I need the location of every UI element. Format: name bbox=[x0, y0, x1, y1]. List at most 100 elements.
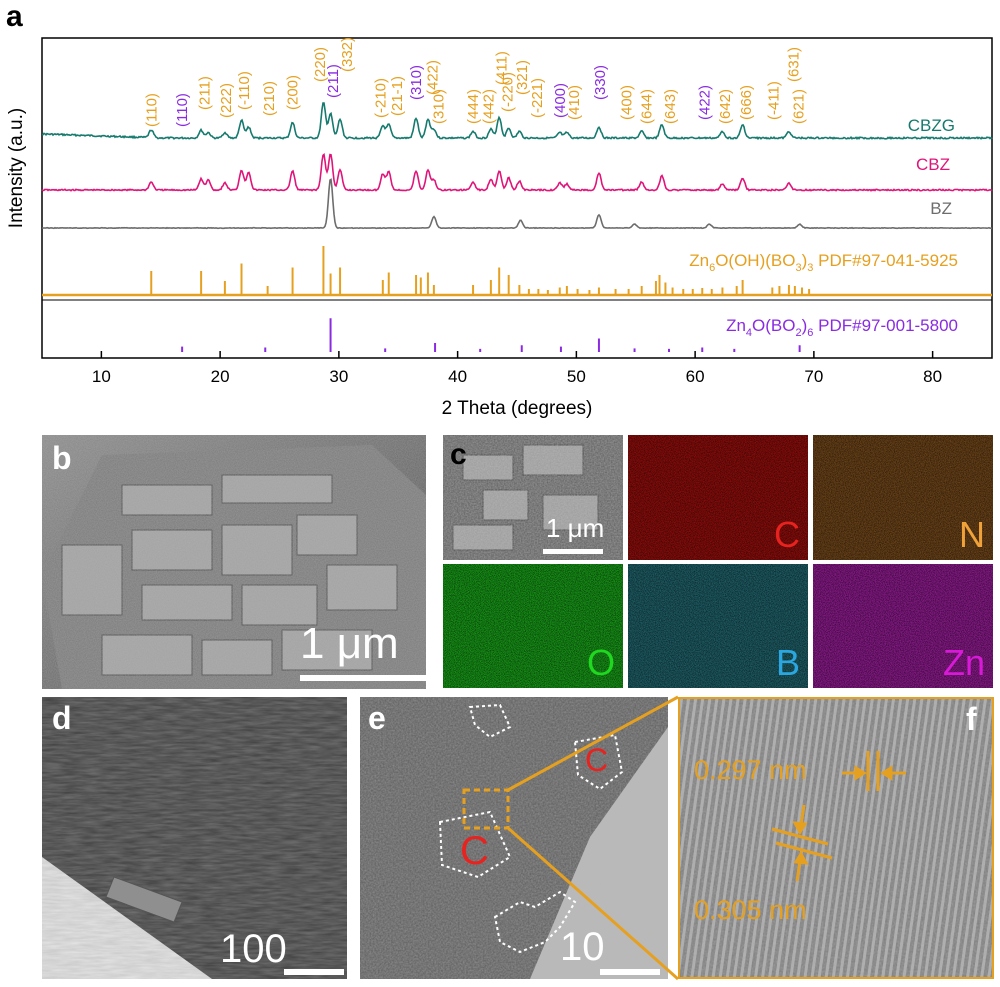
eds-scale-bar bbox=[543, 549, 603, 554]
tem-image bbox=[42, 697, 347, 979]
hrtem-image bbox=[360, 697, 668, 979]
eds-map-boron: B bbox=[628, 564, 808, 688]
hkl-label-29: (666) bbox=[738, 85, 755, 120]
x-tick-label-10: 10 bbox=[92, 367, 111, 386]
hkl-label-24: (400) bbox=[618, 85, 635, 120]
hrtem-scale-bar bbox=[600, 969, 660, 975]
hrtem-image-panel: C C 10 nm bbox=[360, 697, 668, 979]
hkl-label-25: (644) bbox=[638, 89, 655, 124]
tem-scale-bar bbox=[284, 969, 344, 975]
reference-label-1: Zn6O(OH)(BO3)3 PDF#97-041-5925 bbox=[689, 251, 958, 274]
x-axis-label: 2 Theta (degrees) bbox=[442, 398, 593, 419]
eds-map-carbon: C bbox=[628, 435, 808, 560]
hkl-label-4: (-110) bbox=[236, 71, 253, 110]
x-tick-label-30: 30 bbox=[329, 367, 348, 386]
lattice-spacing-label-1: 0.297 nm bbox=[694, 755, 807, 785]
y-axis-label: Intensity (a.u.) bbox=[6, 108, 27, 228]
hkl-label-30: (-411) bbox=[766, 81, 783, 120]
hkl-label-15: (444) bbox=[465, 89, 482, 124]
reference-label-2: Zn4O(BO2)6 PDF#97-001-5800 bbox=[726, 316, 958, 339]
hkl-label-26: (643) bbox=[662, 89, 679, 124]
panel-label-e: e bbox=[368, 700, 386, 736]
series-label-cbzg: CBZG bbox=[908, 116, 955, 135]
lattice-image bbox=[680, 699, 992, 977]
hkl-label-31: (631) bbox=[786, 47, 803, 82]
xrd-chart: 10 20 30 40 50 60 70 80 2 Theta (degrees) Intensi… bbox=[6, 37, 993, 419]
hkl-label-14: (310) bbox=[431, 89, 448, 124]
hkl-label-28: (642) bbox=[717, 89, 734, 124]
eds-sem-texture bbox=[443, 435, 623, 560]
series-line-cbzg bbox=[41, 102, 993, 141]
carbon-region-label-1: C bbox=[585, 742, 609, 778]
panel-label-c: c bbox=[450, 438, 467, 471]
panel-label-f: f bbox=[966, 701, 977, 737]
x-tick-label-60: 60 bbox=[686, 367, 705, 386]
hkl-label-16: (442) bbox=[481, 89, 498, 124]
eds-label-boron: B bbox=[775, 642, 800, 683]
hkl-label-17: (411) bbox=[494, 51, 511, 85]
x-tick-label-70: 70 bbox=[804, 367, 823, 386]
hkl-label-6: (200) bbox=[285, 75, 302, 110]
eds-label-carbon: C bbox=[774, 514, 800, 555]
hkl-label-2: (211) bbox=[197, 76, 214, 110]
eds-label-oxygen: O bbox=[586, 642, 615, 683]
hkl-label-3: (222) bbox=[218, 83, 235, 118]
carbon-region-outline-1 bbox=[468, 703, 512, 739]
sem-scale-bar bbox=[300, 675, 426, 681]
carbon-region-outline-3 bbox=[438, 810, 512, 879]
lattice-image-panel: 0.297 nm 0.305 nm f bbox=[678, 697, 994, 979]
xrd-panel: 10 20 30 40 50 60 70 80 2 Theta (degrees) Intensi… bbox=[0, 0, 1000, 430]
hrtem-scale-label: 10 nm bbox=[560, 925, 616, 979]
sem-image bbox=[42, 435, 426, 689]
hkl-label-19: (321) bbox=[514, 60, 531, 95]
eds-map-carbon-texture bbox=[628, 435, 808, 560]
hkl-label-32: (621) bbox=[790, 89, 807, 124]
hkl-label-7: (220) bbox=[312, 47, 329, 82]
carbon-region-outline-4 bbox=[493, 890, 577, 954]
hkl-label-9: (332) bbox=[339, 37, 356, 72]
zoom-region-box bbox=[462, 788, 510, 830]
hkl-label-22: (410) bbox=[566, 85, 583, 120]
hkl-label-12: (310) bbox=[408, 65, 425, 100]
x-tick-label-40: 40 bbox=[448, 367, 467, 386]
hkl-label-20: (-221) bbox=[529, 78, 546, 118]
lattice-spacing-label-2: 0.305 nm bbox=[694, 895, 807, 925]
hkl-label-18: (-220) bbox=[500, 72, 517, 112]
eds-map-zinc: Zn bbox=[813, 564, 993, 688]
hkl-label-21: (400) bbox=[552, 83, 569, 118]
tem-image-panel: 100 nm bbox=[42, 697, 347, 979]
tem-scale-label: 100 nm bbox=[220, 927, 287, 979]
hkl-label-10: (-210) bbox=[372, 78, 389, 118]
plot-frame bbox=[41, 37, 993, 359]
eds-map-boron-texture bbox=[628, 564, 808, 688]
hkl-label-13: (422) bbox=[425, 60, 442, 95]
panel-label-d: d bbox=[52, 700, 72, 736]
eds-map-zinc-texture bbox=[813, 564, 993, 688]
carbon-region-label-2: C bbox=[460, 829, 489, 873]
eds-label-nitrogen: N bbox=[959, 514, 985, 555]
eds-map-nitrogen: N bbox=[813, 435, 993, 560]
series-line-cbz bbox=[41, 153, 993, 192]
eds-sem-image: 1 μm bbox=[443, 435, 623, 560]
hkl-label-11: (21-1) bbox=[389, 76, 406, 116]
panel-label-b: b bbox=[52, 440, 72, 476]
series-line-bz bbox=[41, 178, 993, 230]
series-label-cbz: CBZ bbox=[916, 155, 950, 174]
eds-map-nitrogen-texture bbox=[813, 435, 993, 560]
hkl-label-0: (110) bbox=[143, 93, 160, 127]
eds-map-oxygen-texture bbox=[443, 564, 623, 688]
eds-map-oxygen: O bbox=[443, 564, 623, 688]
eds-scale-label: 1 μm bbox=[546, 513, 605, 543]
hkl-label-5: (210) bbox=[261, 81, 278, 116]
sem-scale-label: 1 μm bbox=[300, 619, 399, 668]
x-tick-label-20: 20 bbox=[211, 367, 230, 386]
series-label-bz: BZ bbox=[930, 199, 952, 218]
hkl-label-23: (330) bbox=[592, 65, 609, 100]
hkl-label-1: (110) bbox=[174, 93, 191, 127]
hkl-label-27: (422) bbox=[697, 85, 714, 120]
eds-label-zinc: Zn bbox=[942, 642, 985, 683]
carbon-region-outline-2 bbox=[573, 733, 624, 791]
x-tick-label-80: 80 bbox=[923, 367, 942, 386]
sem-image-panel: 1 μm bbox=[42, 435, 426, 689]
